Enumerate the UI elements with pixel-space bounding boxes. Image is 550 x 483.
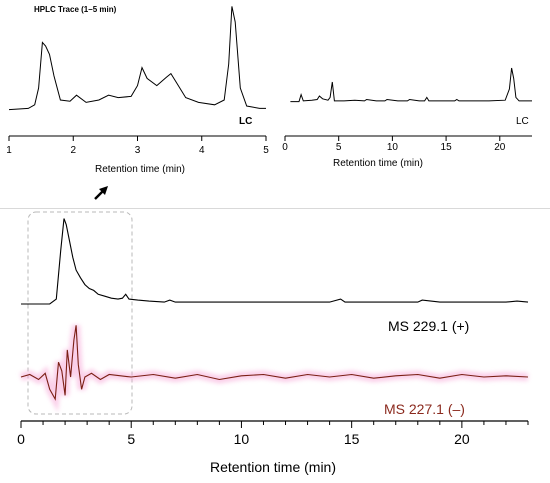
ms-tick-label-20: 20 <box>454 431 470 447</box>
ms-x-ticks: 0 5 10 15 20 <box>17 421 529 447</box>
inset-tick-label-3: 3 <box>135 145 141 156</box>
full-tick-label-20: 20 <box>494 142 506 153</box>
full-lc-label: LC <box>516 116 529 127</box>
inset-title: HPLC Trace (1–5 min) <box>34 5 117 14</box>
inset-lc-trace <box>8 6 266 111</box>
zoom-arrow <box>94 186 108 200</box>
ms-neg-label: MS 227.1 (–) <box>384 401 465 417</box>
inset-tick-label-5: 5 <box>263 145 269 156</box>
panel-separator <box>0 208 550 209</box>
ms-tick-label-0: 0 <box>17 431 25 447</box>
full-tick-label-0: 0 <box>282 142 288 153</box>
ms-pos-trace <box>21 218 529 305</box>
full-tick-label-5: 5 <box>336 142 342 153</box>
highlight-region-box <box>27 211 133 415</box>
inset-x-axis-label: Retention time (min) <box>95 164 185 175</box>
ms-tick-label-15: 15 <box>344 431 360 447</box>
ms-tick-label-10: 10 <box>234 431 250 447</box>
full-x-ticks: 0 5 10 15 20 <box>282 136 506 153</box>
ms-neg-trace-glow <box>19 324 529 413</box>
full-x-axis-label: Retention time (min) <box>333 158 423 169</box>
full-tick-label-10: 10 <box>387 142 399 153</box>
inset-lc-label: LC <box>239 116 252 127</box>
ms-pos-label: MS 229.1 (+) <box>388 318 469 334</box>
ms-panel: MS 229.1 (+) MS 227.1 (–) 0 5 10 15 20 Reten… <box>17 211 529 475</box>
ms-neg-trace <box>20 325 529 401</box>
full-tick-label-15: 15 <box>441 142 453 153</box>
inset-tick-label-1: 1 <box>6 145 12 156</box>
ms-tick-label-5: 5 <box>127 431 135 447</box>
inset-tick-label-4: 4 <box>199 145 205 156</box>
full-lc-trace <box>290 67 532 103</box>
inset-tick-label-2: 2 <box>70 145 76 156</box>
inset-panel: HPLC Trace (1–5 min) 1 2 3 4 5 LC Retention … <box>6 5 269 175</box>
full-lc-panel: 0 5 10 15 20 LC Retention time (min) <box>282 67 532 169</box>
inset-x-ticks: 1 2 3 4 5 <box>6 136 269 156</box>
ms-x-axis-label: Retention time (min) <box>210 459 336 475</box>
